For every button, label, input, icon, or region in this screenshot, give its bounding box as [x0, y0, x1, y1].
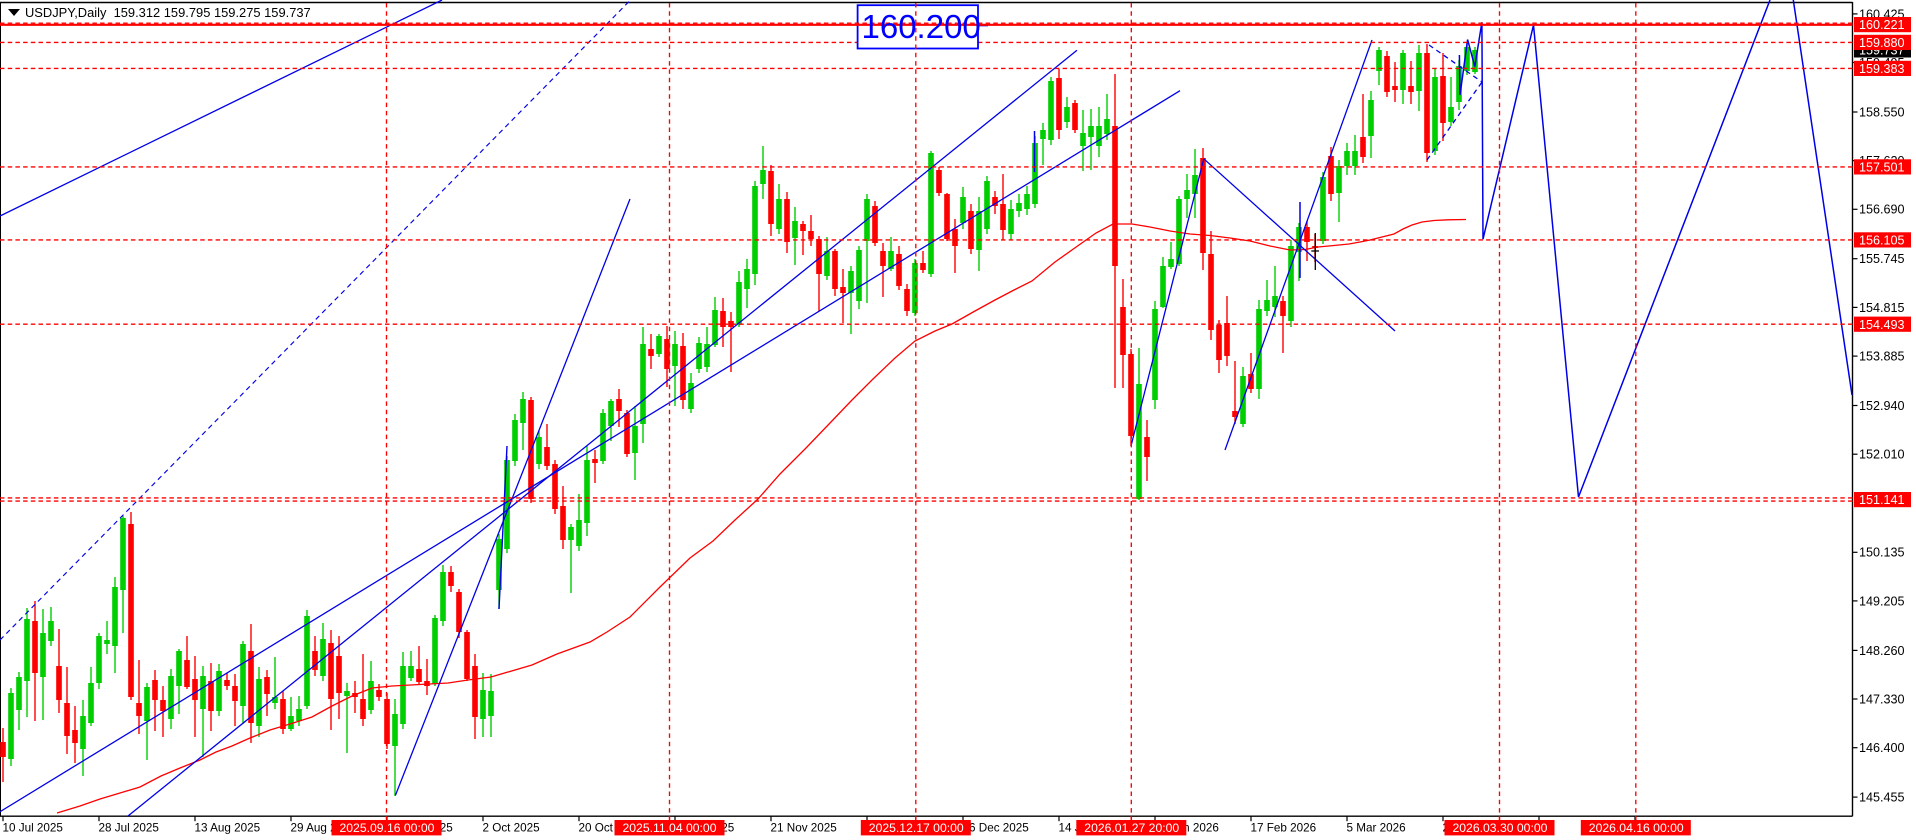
- svg-text:154.815: 154.815: [1859, 301, 1905, 315]
- svg-text:160.221: 160.221: [1859, 18, 1905, 32]
- svg-text:151.141: 151.141: [1859, 493, 1905, 507]
- svg-text:160.200: 160.200: [862, 8, 981, 45]
- svg-text:5 Mar 2026: 5 Mar 2026: [1347, 822, 1406, 835]
- svg-text:2026.04.16 00:00: 2026.04.16 00:00: [1589, 821, 1684, 835]
- svg-text:158.550: 158.550: [1859, 105, 1905, 119]
- svg-text:USDJPY,Daily 159.312 159.795: USDJPY,Daily 159.312 159.795 159.275 159…: [25, 5, 311, 20]
- svg-text:26 Dec 2025: 26 Dec 2025: [963, 822, 1030, 835]
- svg-text:13 Aug 2025: 13 Aug 2025: [195, 822, 261, 835]
- svg-text:152.010: 152.010: [1859, 448, 1905, 462]
- svg-text:2025.11.04 00:00: 2025.11.04 00:00: [623, 821, 717, 835]
- svg-text:2026.03.30 00:00: 2026.03.30 00:00: [1453, 821, 1548, 835]
- svg-text:159.383: 159.383: [1859, 62, 1905, 76]
- svg-text:148.260: 148.260: [1859, 644, 1905, 658]
- svg-text:2 Oct 2025: 2 Oct 2025: [483, 822, 541, 835]
- svg-text:2025.12.17 00:00: 2025.12.17 00:00: [869, 821, 964, 835]
- svg-text:156.690: 156.690: [1859, 203, 1905, 217]
- svg-text:153.885: 153.885: [1859, 350, 1905, 364]
- svg-text:21 Nov 2025: 21 Nov 2025: [771, 822, 838, 835]
- svg-text:159.880: 159.880: [1859, 36, 1905, 50]
- svg-text:10 Jul 2025: 10 Jul 2025: [3, 822, 64, 835]
- svg-text:28 Jul 2025: 28 Jul 2025: [99, 822, 160, 835]
- svg-text:2026.01.27 20:00: 2026.01.27 20:00: [1084, 821, 1179, 835]
- svg-text:152.940: 152.940: [1859, 399, 1905, 413]
- svg-text:17 Feb 2026: 17 Feb 2026: [1251, 822, 1317, 835]
- svg-text:2025.09.16 00:00: 2025.09.16 00:00: [340, 821, 435, 835]
- svg-text:155.745: 155.745: [1859, 252, 1905, 266]
- svg-text:154.493: 154.493: [1859, 318, 1905, 332]
- svg-text:156.105: 156.105: [1859, 234, 1905, 248]
- svg-text:150.135: 150.135: [1859, 546, 1905, 560]
- svg-text:157.501: 157.501: [1859, 161, 1905, 175]
- svg-text:145.455: 145.455: [1859, 791, 1905, 805]
- svg-text:146.400: 146.400: [1859, 741, 1905, 755]
- svg-text:149.205: 149.205: [1859, 594, 1905, 608]
- svg-text:147.330: 147.330: [1859, 692, 1905, 706]
